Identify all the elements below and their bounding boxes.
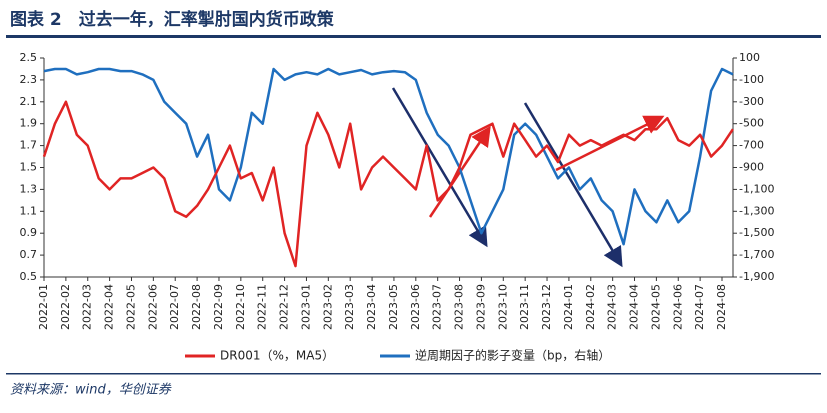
x-tick-label: 2023-05 [387,284,400,330]
annotation-arrows [391,87,665,268]
chart-title: 图表 2 过去一年，汇率掣肘国内货币政策 [10,9,335,30]
y2-tick-label: -700 [739,139,764,152]
y-tick-label: 1.5 [20,161,38,174]
y2-tick-label: 100 [739,51,760,64]
x-tick-label: 2022-07 [168,284,181,330]
legend-label: 逆周期因子的影子变量（bp，右轴） [415,348,610,363]
x-tick-label: 2022-06 [146,284,159,330]
x-tick-label: 2022-11 [256,284,269,330]
y-tick-label: 1.1 [20,204,38,217]
x-tick-label: 2023-08 [453,284,466,330]
source: 资料来源：wind，华创证券 [10,383,172,398]
x-tick-label: 2023-01 [299,284,312,330]
x-tick-label: 2022-05 [124,284,137,330]
series-line [42,100,734,268]
y2-tick-label: -1,700 [739,248,774,261]
footer-rule [6,373,821,375]
x-tick-label: 2024-03 [606,284,619,330]
legend-label: DR001（%，MA5） [220,349,334,363]
y-tick-label: 2.3 [20,73,38,86]
x-tick-label: 2024-04 [628,284,641,330]
x-tick-label: 2022-03 [81,284,94,330]
y-tick-label: 2.1 [20,95,38,108]
y2-tick-label: -1,100 [739,182,774,195]
x-tick-label: 2023-02 [321,284,334,330]
x-tick-label: 2023-10 [496,284,509,330]
y2-tick-label: -1,900 [739,270,774,283]
arrow [428,125,491,218]
x-tick-label: 2023-03 [343,284,356,330]
x-tick-label: 2022-02 [59,284,72,330]
x-tick-label: 2022-09 [212,284,225,330]
arrow [391,87,488,248]
y-tick-label: 0.5 [20,270,38,283]
x-tick-label: 2023-11 [518,284,531,330]
y2-tick-label: -1,300 [739,204,774,217]
x-tick-label: 2023-12 [540,284,553,330]
x-tick-label: 2024-07 [693,284,706,330]
x-tick-label: 2024-01 [562,284,575,330]
y2-tick-label: -1,500 [739,226,774,239]
x-tick-label: 2023-09 [474,284,487,330]
x-tick-label: 2022-12 [278,284,291,330]
y-tick-label: 1.7 [20,139,38,152]
x-tick-label: 2022-08 [190,284,203,330]
y-tick-label: 1.3 [20,182,38,195]
y2-tick-label: -900 [739,161,764,174]
x-tick-label: 2023-07 [431,284,444,330]
y-tick-label: 0.7 [20,248,38,261]
x-tick-label: 2024-08 [715,284,728,330]
x-tick-label: 2023-04 [365,284,378,330]
x-tick-label: 2024-02 [584,284,597,330]
y-tick-label: 1.9 [20,117,38,130]
arrow [555,115,665,172]
x-tick-label: 2024-06 [671,284,684,330]
x-tick-label: 2022-10 [234,284,247,330]
arrow [523,102,623,268]
title-rule [6,35,821,38]
series-line [43,67,734,246]
x-tick-label: 2022-01 [37,284,50,330]
y-tick-label: 2.5 [20,51,38,64]
y2-tick-label: -300 [739,95,764,108]
y-tick-label: 0.9 [20,226,38,239]
y2-tick-label: -500 [739,117,764,130]
x-tick-label: 2023-06 [409,284,422,330]
x-tick-label: 2022-04 [103,284,116,330]
y2-tick-label: -100 [739,73,764,86]
x-tick-label: 2024-05 [649,284,662,330]
